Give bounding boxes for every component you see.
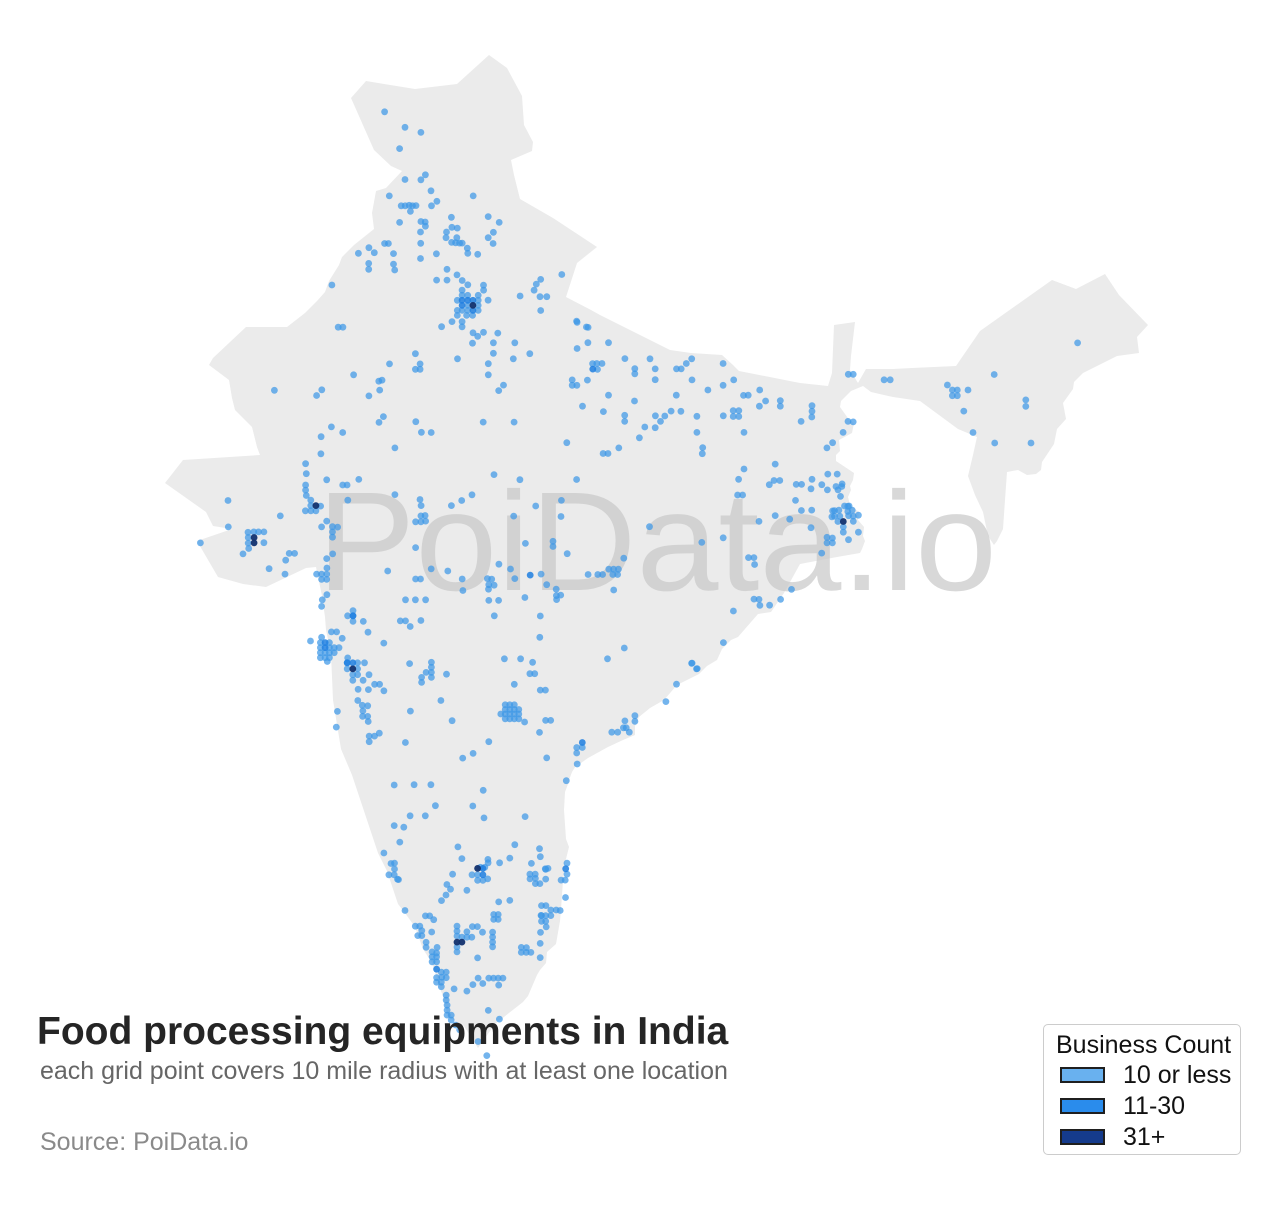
svg-text:PoiData.io: PoiData.io (317, 462, 997, 620)
